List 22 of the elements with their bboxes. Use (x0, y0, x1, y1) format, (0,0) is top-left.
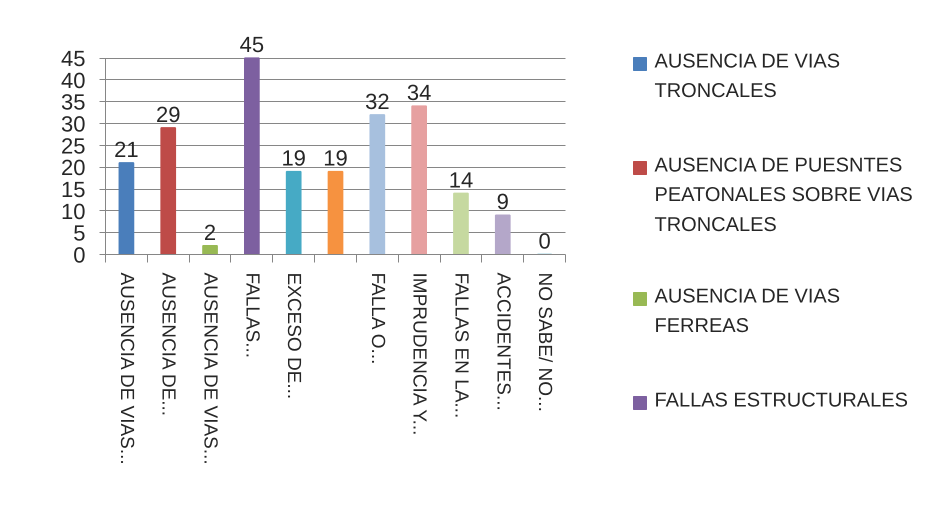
x-tick-label: ACCIDENTES... (492, 272, 514, 411)
legend-label: FALLAS ESTRUCTURALES (654, 390, 908, 412)
x-tick-label: AUSENCIA DE VIAS... (116, 272, 137, 465)
x-tick-label: FALLAS EN LA... (450, 272, 472, 418)
legend-label: AUSENCIA DE VIAS FERREAS (654, 286, 840, 338)
data-label: 19 (323, 146, 348, 171)
data-label: 19 (281, 146, 306, 171)
x-tick-label: IMPRUDENCIA Y... (408, 272, 430, 436)
legend-label: AUSENCIA DE PUESNTES PEATONALES SOBRE VIAS TRONCALES (654, 154, 913, 236)
x-tick-label: NO SABE/ NO... (534, 272, 556, 412)
x-tick-label: AUSENCIA DE VIAS... (200, 272, 221, 465)
legend-label: AUSENCIA DE VIAS TRONCALES (654, 50, 840, 102)
x-tick-label: EXCESO DE... (283, 272, 304, 400)
data-label: 29 (156, 102, 180, 127)
x-tick-label: AUSENCIA DE... (158, 272, 179, 416)
data-label: 9 (496, 189, 509, 214)
x-tick-label: FALLAS... (241, 272, 262, 358)
x-tick-label: FALLA O... (366, 272, 388, 364)
data-label: 14 (448, 167, 474, 192)
data-label: 34 (406, 80, 432, 106)
data-label: 0 (538, 228, 551, 254)
data-label: 45 (240, 32, 264, 58)
